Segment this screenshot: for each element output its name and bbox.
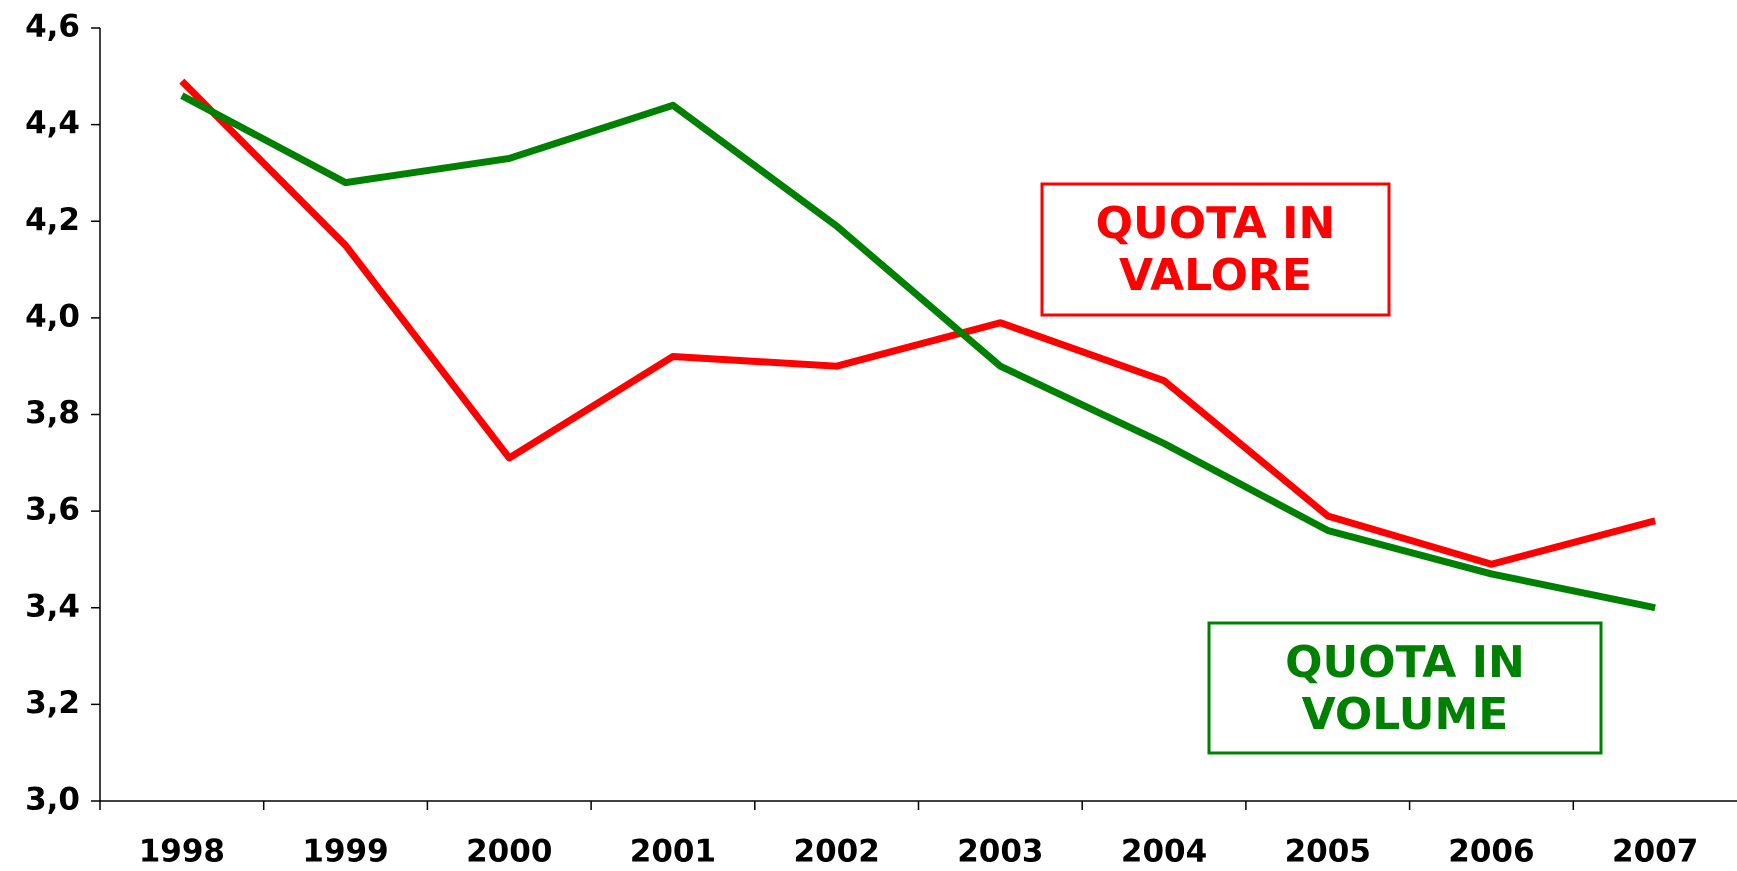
series-line xyxy=(180,92,1656,612)
x-tick-label: 2005 xyxy=(1285,834,1371,870)
y-tick-label: 3,4 xyxy=(25,588,80,624)
annotation-box xyxy=(1207,621,1603,755)
y-tick-label: 4,4 xyxy=(25,105,80,141)
x-tick-label: 2007 xyxy=(1612,834,1698,870)
x-tick-label: 2000 xyxy=(466,834,552,870)
x-tick-label: 2006 xyxy=(1448,834,1534,870)
x-tick-label: 2004 xyxy=(1121,834,1207,870)
annotation-text: VALORE xyxy=(1119,250,1312,301)
series-line xyxy=(179,78,1657,568)
x-tick-label: 2002 xyxy=(794,834,880,870)
y-tick-label: 3,8 xyxy=(25,395,80,431)
y-tick-label: 3,6 xyxy=(25,492,80,528)
y-tick-label: 4,0 xyxy=(25,298,80,334)
x-tick-label: 2003 xyxy=(957,834,1043,870)
y-tick-label: 4,2 xyxy=(25,202,80,238)
annotation-text: VOLUME xyxy=(1302,689,1509,740)
annotation-text: QUOTA IN xyxy=(1285,637,1525,688)
y-tick-label: 3,2 xyxy=(25,685,80,721)
y-tick-label: 4,6 xyxy=(25,9,80,45)
annotation-box xyxy=(1040,182,1391,317)
y-tick-label: 3,0 xyxy=(25,782,80,818)
x-tick-label: 2001 xyxy=(630,834,716,870)
x-tick-label: 1998 xyxy=(139,834,225,870)
annotation-text: QUOTA IN xyxy=(1096,198,1336,249)
x-tick-label: 1999 xyxy=(302,834,388,870)
